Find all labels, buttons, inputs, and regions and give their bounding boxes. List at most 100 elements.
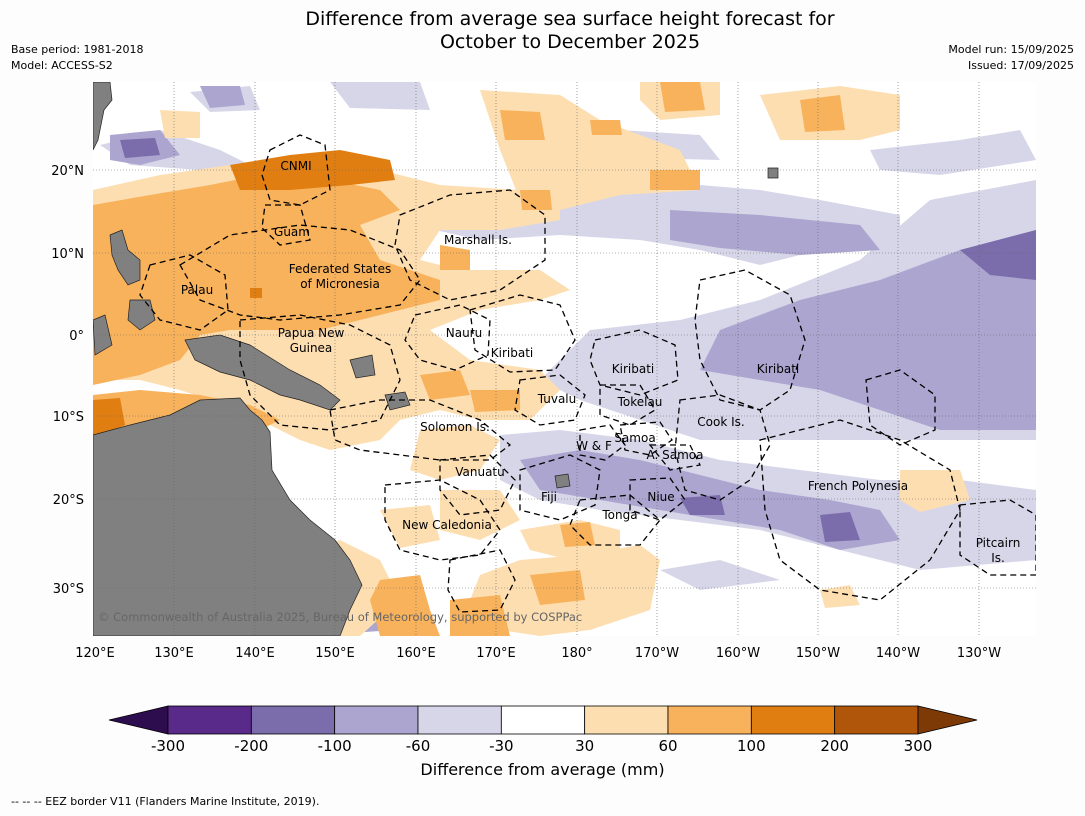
eez-cnmi [261,134,331,206]
lat-tick: 10°N [51,247,84,262]
colorbar-segments [167,705,919,735]
sulawesi [127,299,156,331]
eez-nauru [404,304,491,371]
eez-label: Fiji [541,490,557,504]
lat-tick-labels: 20°N 10°N 0° 10°S 20°S 30°S [51,164,84,597]
map-title: Difference from average sea surface heig… [0,8,1085,54]
asia-coast [93,82,113,151]
lon-tick: 150°W [796,646,840,661]
philippines [109,229,141,286]
eez-label: CNMI [280,159,311,173]
map-panel: CNMI Guam Marshall Is. Federated States … [93,82,1036,636]
colorbar-tick: -300 [151,737,185,755]
lon-tick-labels: 120°E 130°E 140°E 150°E 160°E 170°E 180°… [75,646,1001,661]
eez-kiribati-line [694,269,806,411]
lat-tick: 0° [69,329,84,344]
eez-label: W & F [576,439,612,453]
lon-tick: 130°E [154,646,194,661]
eez-samoa [619,421,673,456]
eez-new-caledonia [384,479,501,561]
land-masses [93,82,779,636]
eez-label: Kiribati [757,362,799,376]
eez-french-polynesia [759,419,961,601]
eez-label: Pitcairn [976,536,1021,550]
base-period: Base period: 1981-2018 [11,43,144,56]
eez-norfolk [447,549,516,613]
lat-tick: 20°N [51,164,84,179]
eez-label: Marshall Is. [444,233,512,247]
lat-tick: 30°S [53,582,84,597]
colorbar-segment [667,705,752,735]
eez-fiji [519,454,601,521]
eez-label: A. Samoa [647,448,704,462]
lon-tick: 150°E [315,646,355,661]
lat-tick: 10°S [53,410,84,425]
new-britain [349,354,376,379]
colorbar-segment [834,705,919,735]
eez-vanuatu [439,454,516,516]
eez-label: Tokelau [617,395,663,409]
title-line-2: October to December 2025 [439,31,701,53]
eez-label: Kiribati [612,362,654,376]
lon-tick: 120°E [75,646,115,661]
colorbar-tick: 300 [904,737,933,755]
eez-label: Solomon Is. [420,420,490,434]
meta-right: Model run: 15/09/2025 Issued: 17/09/2025 [948,42,1074,74]
colorbar-segment [584,705,669,735]
eez-solomon [329,399,512,461]
model-name: Model: ACCESS-S2 [11,59,113,72]
colorbar-tick: -30 [489,737,514,755]
colorbar-over-arrow [917,705,978,735]
title-line-1: Difference from average sea surface heig… [305,8,835,30]
colorbar-tick: 60 [658,737,677,755]
colorbar-segment [417,705,502,735]
colorbar-segment [334,705,419,735]
graticule [93,82,1036,636]
lon-tick: 160°W [716,646,760,661]
eez-label: Papua New [278,326,345,340]
colorbar-segment [500,705,586,735]
eez-footnote: -- -- -- EEZ border V11 (Flanders Marine… [11,795,320,808]
eez-marquesas [865,369,936,446]
colorbar-label: Difference from average (mm) [420,760,665,779]
colorbar-segment [750,705,836,735]
colorbar-tick: -200 [234,737,268,755]
eez-label: Niue [647,490,674,504]
hawaii [767,167,779,179]
eez-fsm [179,224,421,321]
lat-tick: 20°S [53,493,84,508]
issued-date: Issued: 17/09/2025 [967,59,1074,72]
colorbar-tick: -60 [406,737,431,755]
lon-tick: 170°E [476,646,516,661]
eez-borders [139,134,1036,613]
eez-asamoa [648,444,701,471]
eez-label: Federated States [289,262,391,276]
eez-label: Vanuatu [455,465,505,479]
colorbar-tick: 30 [575,737,594,755]
lon-tick: 140°E [235,646,275,661]
eez-label: Palau [181,283,213,297]
eez-guam [261,204,311,246]
colorbar-segment [250,705,336,735]
eez-wf [579,424,626,461]
colorbar-segment [167,705,252,735]
eez-tonga [569,494,661,546]
lon-tick: 130°W [957,646,1001,661]
lon-tick: 170°W [635,646,679,661]
eez-pitcairn [959,499,1036,576]
eez-png [239,314,401,431]
eez-label: Samoa [614,431,655,445]
eez-label: Cook Is. [697,415,744,429]
colorbar-tick: 100 [737,737,766,755]
eez-niue [629,477,686,521]
eez-label: Tonga [601,508,637,522]
lon-tick: 140°W [876,646,920,661]
eez-label: Kiribati [491,346,533,360]
eez-label: Tuvalu [537,392,577,406]
eez-tuvalu [514,374,586,426]
eez-label: of Micronesia [300,277,380,291]
eez-cook [674,394,771,501]
eez-tokelau [599,384,656,426]
meta-left: Base period: 1981-2018 Model: ACCESS-S2 [11,42,143,74]
